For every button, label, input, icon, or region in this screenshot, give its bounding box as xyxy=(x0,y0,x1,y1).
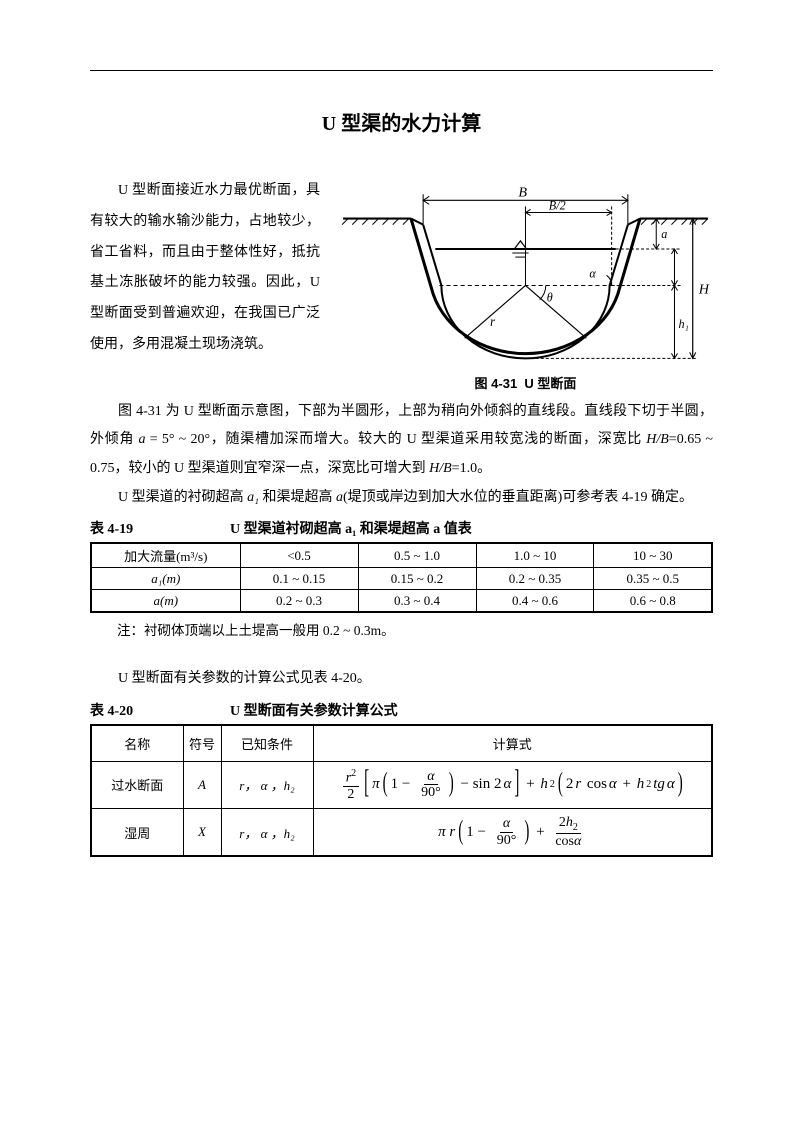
table-19: 加大流量(m³/s) <0.5 0.5 ~ 1.0 1.0 ~ 10 10 ~ … xyxy=(90,542,713,613)
label-alpha: α xyxy=(589,266,596,280)
label-H: H xyxy=(698,282,710,298)
figure-4-31: r θ α B B/2 xyxy=(338,176,713,392)
t20-h3: 计算式 xyxy=(313,725,712,762)
intro-p1: U 型断面接近水力最优断面，具有较大的输水输沙能力，占地较少，省工省料，而且由于… xyxy=(90,176,320,361)
table-20-caption: 表 4-20U 型断面有关参数计算公式 xyxy=(90,700,713,720)
t19-h3: 1.0 ~ 10 xyxy=(476,543,594,568)
p3-a: U 型渠道的衬砌超高 xyxy=(118,490,247,505)
t19-h0: 加大流量(m³/s) xyxy=(91,543,240,568)
figure-caption: 图 4-31 U 型断面 xyxy=(475,373,577,392)
t19-r1-3: 0.35 ~ 0.5 xyxy=(594,568,712,590)
table-19-caption: 表 4-19U 型渠道衬砌超高 a₁ 和渠堤超高 a 值表 xyxy=(90,518,713,538)
table-row: a(m) 0.2 ~ 0.3 0.3 ~ 0.4 0.4 ~ 0.6 0.6 ~… xyxy=(91,590,712,612)
t20-r0-sym: A xyxy=(198,777,206,792)
intro-section: U 型断面接近水力最优断面，具有较大的输水输沙能力，占地较少，省工省料，而且由于… xyxy=(90,176,713,392)
paragraph-2: 图 4-31 为 U 型断面示意图，下部为半圆形，上部为稍向外倾斜的直线段。直线… xyxy=(90,398,713,484)
label-B: B xyxy=(518,184,527,200)
t19-r2-label: a(m) xyxy=(153,593,178,608)
t19-h4: 10 ~ 30 xyxy=(594,543,712,568)
t19-r1-2: 0.2 ~ 0.35 xyxy=(476,568,594,590)
p3-a1: a₁ xyxy=(247,490,259,505)
table-20-num: 表 4-20 xyxy=(90,700,230,720)
table-row: 湿周 X r， α ，h₂ π r ( 1 − α90° ) + 2h2cosα xyxy=(91,808,712,856)
t19-r2-0: 0.2 ~ 0.3 xyxy=(240,590,358,612)
t20-r1-cond: r， α ，h₂ xyxy=(239,826,294,841)
t20-h1: 符号 xyxy=(183,725,221,762)
t19-r1-label: a₁(m) xyxy=(151,571,180,586)
t19-h1: <0.5 xyxy=(240,543,358,568)
table-20: 名称 符号 已知条件 计算式 过水断面 A r， α ，h₂ r22 [ π (… xyxy=(90,724,713,858)
t19-h2: 0.5 ~ 1.0 xyxy=(358,543,476,568)
mid-paragraph: U 型断面有关参数的计算公式见表 4-20。 xyxy=(90,665,713,694)
u-section-diagram: r θ α B B/2 xyxy=(338,176,713,369)
p3-b: 和渠堤超高 xyxy=(259,490,336,505)
t20-r0-formula: r22 [ π ( 1 − α90° ) − sin 2α ] + h2 ( 2… xyxy=(313,761,712,808)
t20-h2: 已知条件 xyxy=(221,725,313,762)
t20-r0-name: 过水断面 xyxy=(91,761,183,808)
table-row: 加大流量(m³/s) <0.5 0.5 ~ 1.0 1.0 ~ 10 10 ~ … xyxy=(91,543,712,568)
t19-r1-0: 0.1 ~ 0.15 xyxy=(240,568,358,590)
table-row: 名称 符号 已知条件 计算式 xyxy=(91,725,712,762)
paragraph-3: U 型渠道的衬砌超高 a₁ 和渠堤超高 a(堤顶或岸边到加大水位的垂直距离)可参… xyxy=(90,484,713,513)
table-19-note: 注：衬砌体顶端以上土堤高一般用 0.2 ~ 0.3m。 xyxy=(90,619,713,639)
t20-h0: 名称 xyxy=(91,725,183,762)
t20-r1-sym: X xyxy=(198,824,206,839)
spacer xyxy=(90,639,713,665)
page-title: U 型渠的水力计算 xyxy=(90,107,713,136)
p3-c: (堤顶或岸边到加大水位的垂直距离)可参考表 4-19 确定。 xyxy=(343,490,693,505)
label-Bhalf: B/2 xyxy=(549,198,566,212)
t20-r0-cond: r， α ，h₂ xyxy=(239,778,294,793)
p2-b: = 5° ~ 20°，随渠槽加深而增大。较大的 U 型渠道采用较宽浅的断面，深宽… xyxy=(145,432,646,447)
p2-HB2: H/B xyxy=(429,461,452,476)
table-19-num: 表 4-19 xyxy=(90,518,230,538)
intro-paragraph: U 型断面接近水力最优断面，具有较大的输水输沙能力，占地较少，省工省料，而且由于… xyxy=(90,176,320,361)
label-r: r xyxy=(490,314,496,329)
figure-caption-num: 图 4-31 xyxy=(475,376,518,391)
table-row: 过水断面 A r， α ，h₂ r22 [ π ( 1 − α90° ) − s… xyxy=(91,761,712,808)
table-20-title: U 型断面有关参数计算公式 xyxy=(230,704,398,719)
table-row: a₁(m) 0.1 ~ 0.15 0.15 ~ 0.2 0.2 ~ 0.35 0… xyxy=(91,568,712,590)
table-19-title: U 型渠道衬砌超高 a₁ 和渠堤超高 a 值表 xyxy=(230,522,472,537)
p2-HB: H/B xyxy=(646,432,669,447)
t19-r2-2: 0.4 ~ 0.6 xyxy=(476,590,594,612)
t19-r1-1: 0.15 ~ 0.2 xyxy=(358,568,476,590)
t19-r2-3: 0.6 ~ 0.8 xyxy=(594,590,712,612)
t19-r2-1: 0.3 ~ 0.4 xyxy=(358,590,476,612)
p2-d: =1.0。 xyxy=(452,461,491,476)
label-h1: h₁ xyxy=(679,317,689,331)
top-rule xyxy=(90,70,713,71)
label-a: a xyxy=(661,227,667,241)
label-theta: θ xyxy=(547,291,553,305)
t20-r1-name: 湿周 xyxy=(91,808,183,856)
p3-a2: a xyxy=(336,490,343,505)
t20-r1-formula: π r ( 1 − α90° ) + 2h2cosα xyxy=(313,808,712,856)
figure-caption-text: U 型断面 xyxy=(524,376,576,391)
